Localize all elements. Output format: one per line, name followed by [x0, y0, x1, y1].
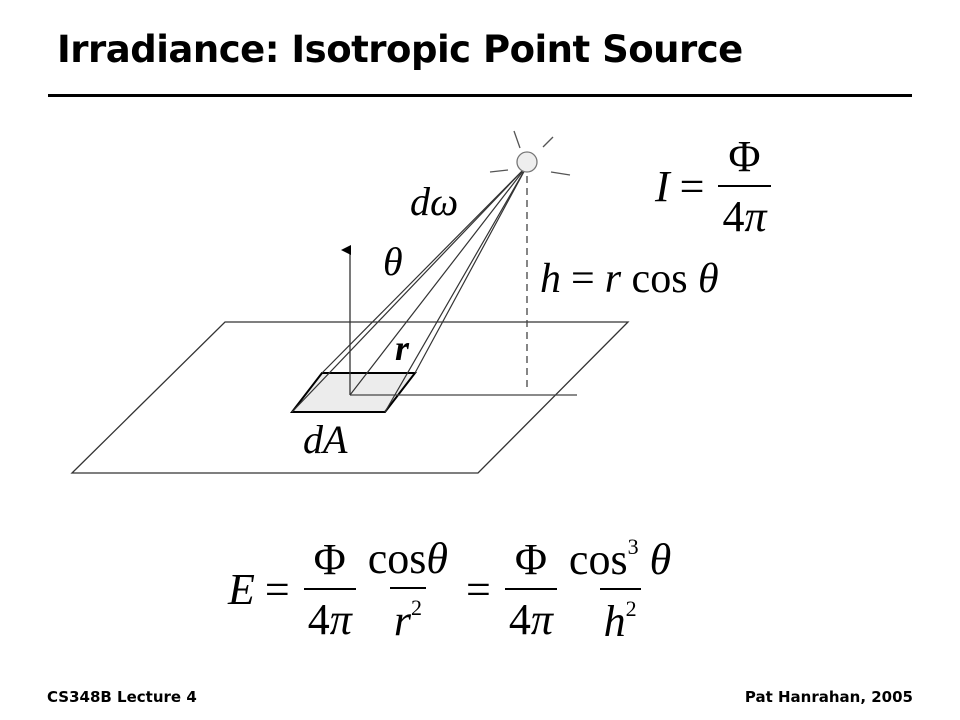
fraction-cos3-h2: cos3 θ h2	[565, 536, 675, 644]
numerator: Φ	[728, 132, 761, 181]
exponent: 2	[410, 595, 422, 620]
equals: =	[679, 162, 705, 211]
fraction: Φ 4π	[718, 132, 771, 241]
footer-course: CS348B Lecture 4	[47, 688, 197, 706]
cos-symbol: cos	[631, 256, 688, 302]
dA-label: dA	[303, 417, 348, 462]
exponent: 2	[625, 596, 637, 621]
solid-angle-rays	[291, 165, 528, 413]
four: 4	[722, 192, 745, 241]
denominator: h2	[599, 588, 641, 646]
denominator: r2	[389, 587, 426, 645]
cos: cos	[367, 534, 427, 583]
footer-author: Pat Hanrahan, 2005	[744, 688, 913, 706]
theta: θ	[649, 535, 672, 584]
r-label: r	[395, 328, 410, 368]
height-equation: h = r cos θ	[540, 258, 719, 300]
E-symbol: E	[228, 565, 255, 614]
fraction-phi-4pi: Φ 4π	[504, 535, 557, 644]
h: h	[603, 597, 626, 646]
numerator: Φ	[313, 535, 346, 584]
theta-symbol: θ	[698, 256, 719, 302]
r: r	[393, 596, 411, 645]
numerator: Φ	[514, 535, 547, 584]
denominator: 4π	[504, 588, 557, 644]
cos: cos	[568, 535, 628, 584]
r-symbol: r	[604, 256, 622, 302]
irradiance-equation: E = Φ 4π cosθ r2 = Φ 4π cos3 θ h2	[228, 536, 679, 644]
pi: π	[530, 595, 553, 644]
four: 4	[508, 595, 531, 644]
numerator: cos3 θ	[565, 536, 675, 588]
slide-title: Irradiance: Isotropic Point Source	[57, 28, 743, 71]
theta: θ	[426, 534, 449, 583]
exponent: 3	[627, 534, 639, 559]
equals: =	[466, 565, 491, 614]
domega-label: dω	[410, 179, 459, 224]
four: 4	[307, 595, 330, 644]
intensity-equation: I = Φ 4π	[655, 135, 775, 239]
fraction-phi-4pi: Φ 4π	[303, 535, 356, 644]
pi: π	[329, 595, 352, 644]
numerator: cosθ	[364, 537, 452, 587]
fraction-cos-r2: cosθ r2	[364, 537, 452, 643]
equals: =	[571, 256, 595, 302]
surface-plane	[70, 321, 630, 474]
theta-label: θ	[383, 239, 403, 284]
denominator: 4π	[303, 588, 356, 644]
equals: =	[264, 565, 290, 614]
title-divider	[48, 94, 912, 97]
h-symbol: h	[540, 256, 561, 302]
denominator: 4π	[718, 185, 771, 241]
pi: π	[744, 192, 767, 241]
I-symbol: I	[655, 162, 670, 211]
light-source-icon	[489, 130, 571, 176]
